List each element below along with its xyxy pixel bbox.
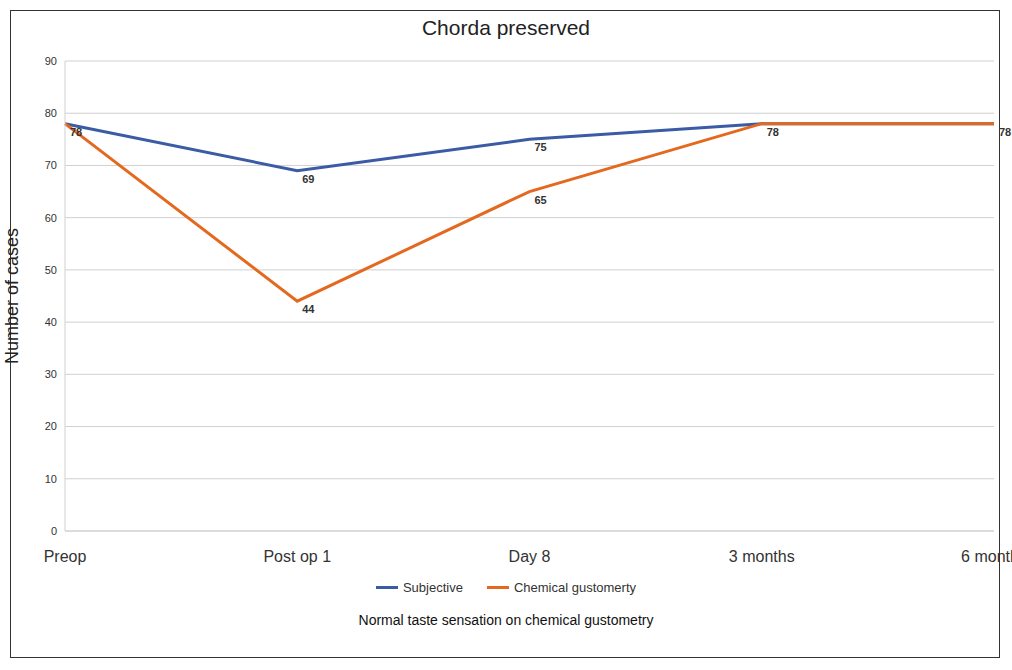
svg-text:44: 44 <box>302 303 315 315</box>
html-text:Subjective: Subjective <box>403 580 463 595</box>
svg-text:90: 90 <box>45 55 57 67</box>
svg-text:Day 8: Day 8 <box>509 548 551 565</box>
svg-text:40: 40 <box>45 316 57 328</box>
svg-text:60: 60 <box>45 212 57 224</box>
svg-text:69: 69 <box>302 173 314 185</box>
html-text:Chorda preserved: Chorda preserved <box>422 16 590 39</box>
svg-text:78: 78 <box>767 126 779 138</box>
svg-text:Post op 1: Post op 1 <box>263 548 331 565</box>
html-text:Chemical gustomerty: Chemical gustomerty <box>513 580 636 595</box>
svg-text:78: 78 <box>70 126 82 138</box>
svg-text:80: 80 <box>45 107 57 119</box>
svg-text:30: 30 <box>45 368 57 380</box>
svg-text:70: 70 <box>45 159 57 171</box>
svg-text:20: 20 <box>45 420 57 432</box>
svg-text:65: 65 <box>535 194 547 206</box>
svg-text:Preop: Preop <box>44 548 87 565</box>
svg-text:78: 78 <box>999 126 1004 138</box>
svg-text:Number of cases: Number of cases <box>8 228 22 364</box>
svg-text:3 months: 3 months <box>729 548 795 565</box>
svg-text:0: 0 <box>51 525 57 537</box>
svg-text:50: 50 <box>45 264 57 276</box>
svg-text:10: 10 <box>45 473 57 485</box>
html-text:Normal taste sensation on chem: Normal taste sensation on chemical gusto… <box>358 612 654 628</box>
svg-text:75: 75 <box>535 141 547 153</box>
svg-text:6 months: 6 months <box>961 548 1004 565</box>
